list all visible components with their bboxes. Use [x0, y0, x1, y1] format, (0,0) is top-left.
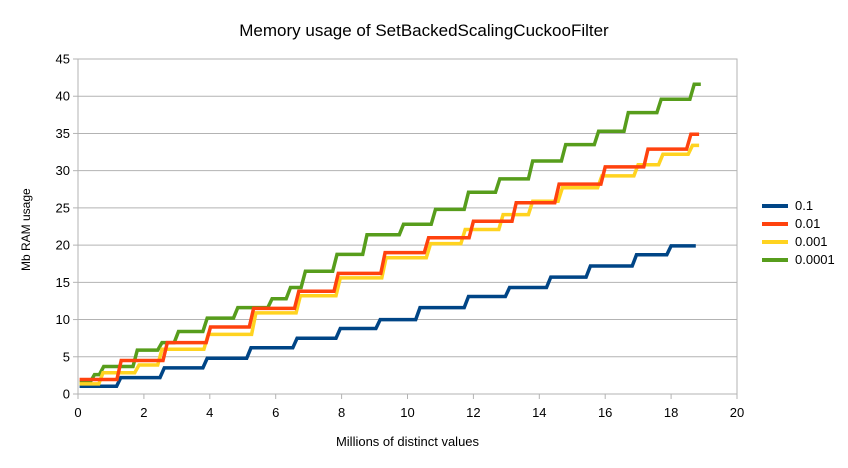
- y-tick-label-40: 40: [56, 89, 70, 104]
- series-line-0.0001: [79, 82, 701, 384]
- series-line-0.01: [79, 132, 700, 382]
- y-tick-label-10: 10: [56, 312, 70, 327]
- x-tick-label-14: 14: [532, 405, 546, 420]
- legend-item-0.0001: 0.0001: [762, 251, 835, 269]
- legend-label-0.01: 0.01: [795, 216, 821, 231]
- chart-title: Memory usage of SetBackedScalingCuckooFi…: [239, 21, 609, 40]
- x-tick-label-0: 0: [74, 405, 81, 420]
- series-line-0.001: [79, 143, 700, 386]
- legend-item-0.001: 0.001: [762, 233, 835, 251]
- x-tick-label-4: 4: [206, 405, 213, 420]
- y-tick-label-35: 35: [56, 126, 70, 141]
- y-tick-label-5: 5: [63, 349, 70, 364]
- legend-label-0.1: 0.1: [795, 198, 814, 213]
- x-tick-label-18: 18: [664, 405, 678, 420]
- x-tick-label-6: 6: [272, 405, 279, 420]
- y-tick-label-45: 45: [56, 52, 70, 67]
- legend-item-0.1: 0.1: [762, 197, 835, 215]
- legend-label-0.0001: 0.0001: [795, 252, 835, 267]
- legend-swatch-0.001: [762, 240, 788, 244]
- legend-swatch-0.01: [762, 222, 788, 226]
- x-tick-label-8: 8: [338, 405, 345, 420]
- x-tick-label-20: 20: [730, 405, 744, 420]
- x-tick-label-10: 10: [400, 405, 414, 420]
- y-tick-label-0: 0: [63, 387, 70, 402]
- y-tick-label-15: 15: [56, 275, 70, 290]
- legend-swatch-0.1: [762, 204, 788, 208]
- legend-label-0.001: 0.001: [795, 234, 828, 249]
- y-tick-label-20: 20: [56, 238, 70, 253]
- legend-swatch-0.0001: [762, 258, 788, 262]
- y-tick-label-30: 30: [56, 163, 70, 178]
- x-tick-label-2: 2: [140, 405, 147, 420]
- series-line-0.1: [79, 244, 696, 388]
- x-tick-label-16: 16: [598, 405, 612, 420]
- legend-item-0.01: 0.01: [762, 215, 835, 233]
- y-tick-label-25: 25: [56, 200, 70, 215]
- x-tick-label-12: 12: [466, 405, 480, 420]
- legend: 0.1 0.01 0.001 0.0001: [762, 197, 835, 269]
- x-axis-title: Millions of distinct values: [335, 434, 480, 449]
